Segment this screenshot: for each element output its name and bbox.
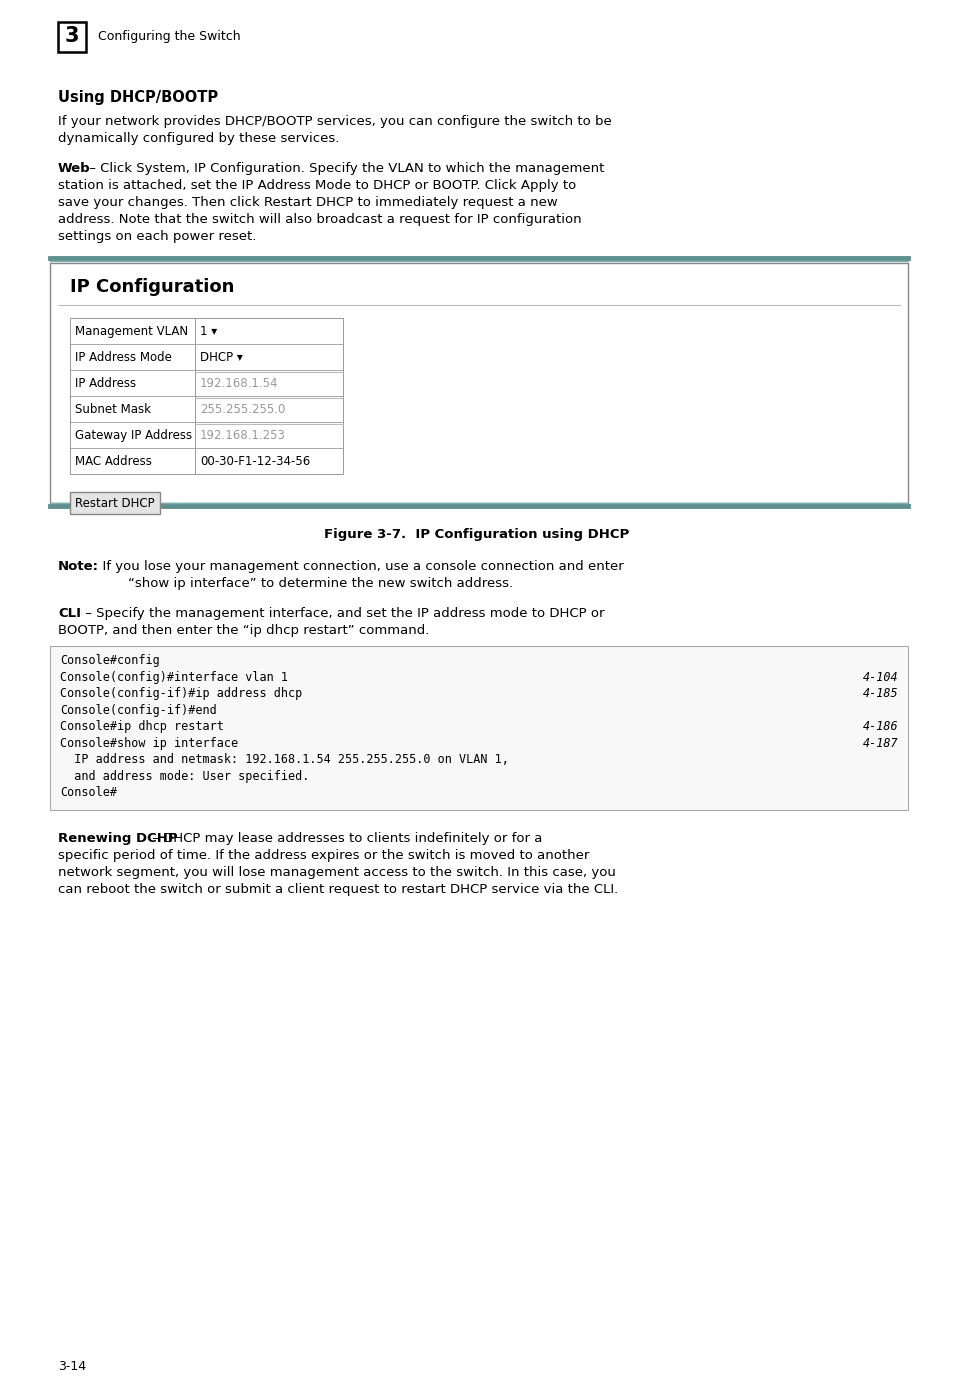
Text: Using DHCP/BOOTP: Using DHCP/BOOTP xyxy=(58,90,218,105)
Text: If you lose your management connection, use a console connection and enter: If you lose your management connection, … xyxy=(94,559,623,573)
Text: Console#: Console# xyxy=(60,786,117,799)
Text: IP Address: IP Address xyxy=(75,376,136,390)
Text: Restart DHCP: Restart DHCP xyxy=(75,497,154,509)
Text: network segment, you will lose management access to the switch. In this case, yo: network segment, you will lose managemen… xyxy=(58,866,616,879)
FancyBboxPatch shape xyxy=(70,491,160,514)
Text: Console(config-if)#end: Console(config-if)#end xyxy=(60,704,216,716)
Text: and address mode: User specified.: and address mode: User specified. xyxy=(60,769,309,783)
Text: MAC Address: MAC Address xyxy=(75,454,152,468)
Text: 192.168.1.54: 192.168.1.54 xyxy=(200,376,278,390)
Text: Console(config)#interface vlan 1: Console(config)#interface vlan 1 xyxy=(60,670,288,683)
Text: Console(config-if)#ip address dhcp: Console(config-if)#ip address dhcp xyxy=(60,687,302,700)
Text: Renewing DCHP: Renewing DCHP xyxy=(58,831,177,845)
Text: Console#config: Console#config xyxy=(60,654,159,668)
Text: Figure 3-7.  IP Configuration using DHCP: Figure 3-7. IP Configuration using DHCP xyxy=(324,527,629,541)
Text: 3-14: 3-14 xyxy=(58,1360,86,1373)
Text: CLI: CLI xyxy=(58,607,81,620)
Text: “show ip interface” to determine the new switch address.: “show ip interface” to determine the new… xyxy=(94,577,513,590)
Text: DHCP ▾: DHCP ▾ xyxy=(200,351,242,364)
Text: Web: Web xyxy=(58,162,91,175)
Text: address. Note that the switch will also broadcast a request for IP configuration: address. Note that the switch will also … xyxy=(58,212,581,226)
Text: 4-104: 4-104 xyxy=(862,670,897,683)
Text: IP Configuration: IP Configuration xyxy=(70,278,234,296)
Text: dynamically configured by these services.: dynamically configured by these services… xyxy=(58,132,339,144)
FancyBboxPatch shape xyxy=(50,262,907,502)
Text: – DHCP may lease addresses to clients indefinitely or for a: – DHCP may lease addresses to clients in… xyxy=(148,831,542,845)
Text: 255.255.255.0: 255.255.255.0 xyxy=(200,403,285,415)
Text: 4-185: 4-185 xyxy=(862,687,897,700)
Text: 192.168.1.253: 192.168.1.253 xyxy=(200,429,286,441)
Text: settings on each power reset.: settings on each power reset. xyxy=(58,230,256,243)
Text: If your network provides DHCP/BOOTP services, you can configure the switch to be: If your network provides DHCP/BOOTP serv… xyxy=(58,115,611,128)
Text: 4-186: 4-186 xyxy=(862,720,897,733)
FancyBboxPatch shape xyxy=(70,318,343,473)
Text: Management VLAN: Management VLAN xyxy=(75,325,188,337)
Text: 4-187: 4-187 xyxy=(862,737,897,750)
Text: 00-30-F1-12-34-56: 00-30-F1-12-34-56 xyxy=(200,454,310,468)
Text: 1 ▾: 1 ▾ xyxy=(200,325,217,337)
Text: BOOTP, and then enter the “ip dhcp restart” command.: BOOTP, and then enter the “ip dhcp resta… xyxy=(58,625,429,637)
Text: station is attached, set the IP Address Mode to DHCP or BOOTP. Click Apply to: station is attached, set the IP Address … xyxy=(58,179,576,192)
Text: Configuring the Switch: Configuring the Switch xyxy=(98,29,240,43)
Text: IP Address Mode: IP Address Mode xyxy=(75,351,172,364)
FancyBboxPatch shape xyxy=(50,645,907,811)
Text: – Click System, IP Configuration. Specify the VLAN to which the management: – Click System, IP Configuration. Specif… xyxy=(85,162,604,175)
Text: Gateway IP Address: Gateway IP Address xyxy=(75,429,192,441)
Text: Console#show ip interface: Console#show ip interface xyxy=(60,737,238,750)
Text: Console#ip dhcp restart: Console#ip dhcp restart xyxy=(60,720,224,733)
Text: 3: 3 xyxy=(65,26,79,46)
Text: – Specify the management interface, and set the IP address mode to DHCP or: – Specify the management interface, and … xyxy=(81,607,604,620)
Text: save your changes. Then click Restart DHCP to immediately request a new: save your changes. Then click Restart DH… xyxy=(58,196,558,210)
Text: Subnet Mask: Subnet Mask xyxy=(75,403,151,415)
Text: specific period of time. If the address expires or the switch is moved to anothe: specific period of time. If the address … xyxy=(58,849,589,862)
Text: can reboot the switch or submit a client request to restart DHCP service via the: can reboot the switch or submit a client… xyxy=(58,883,618,897)
Text: Note:: Note: xyxy=(58,559,99,573)
Text: IP address and netmask: 192.168.1.54 255.255.255.0 on VLAN 1,: IP address and netmask: 192.168.1.54 255… xyxy=(60,754,508,766)
